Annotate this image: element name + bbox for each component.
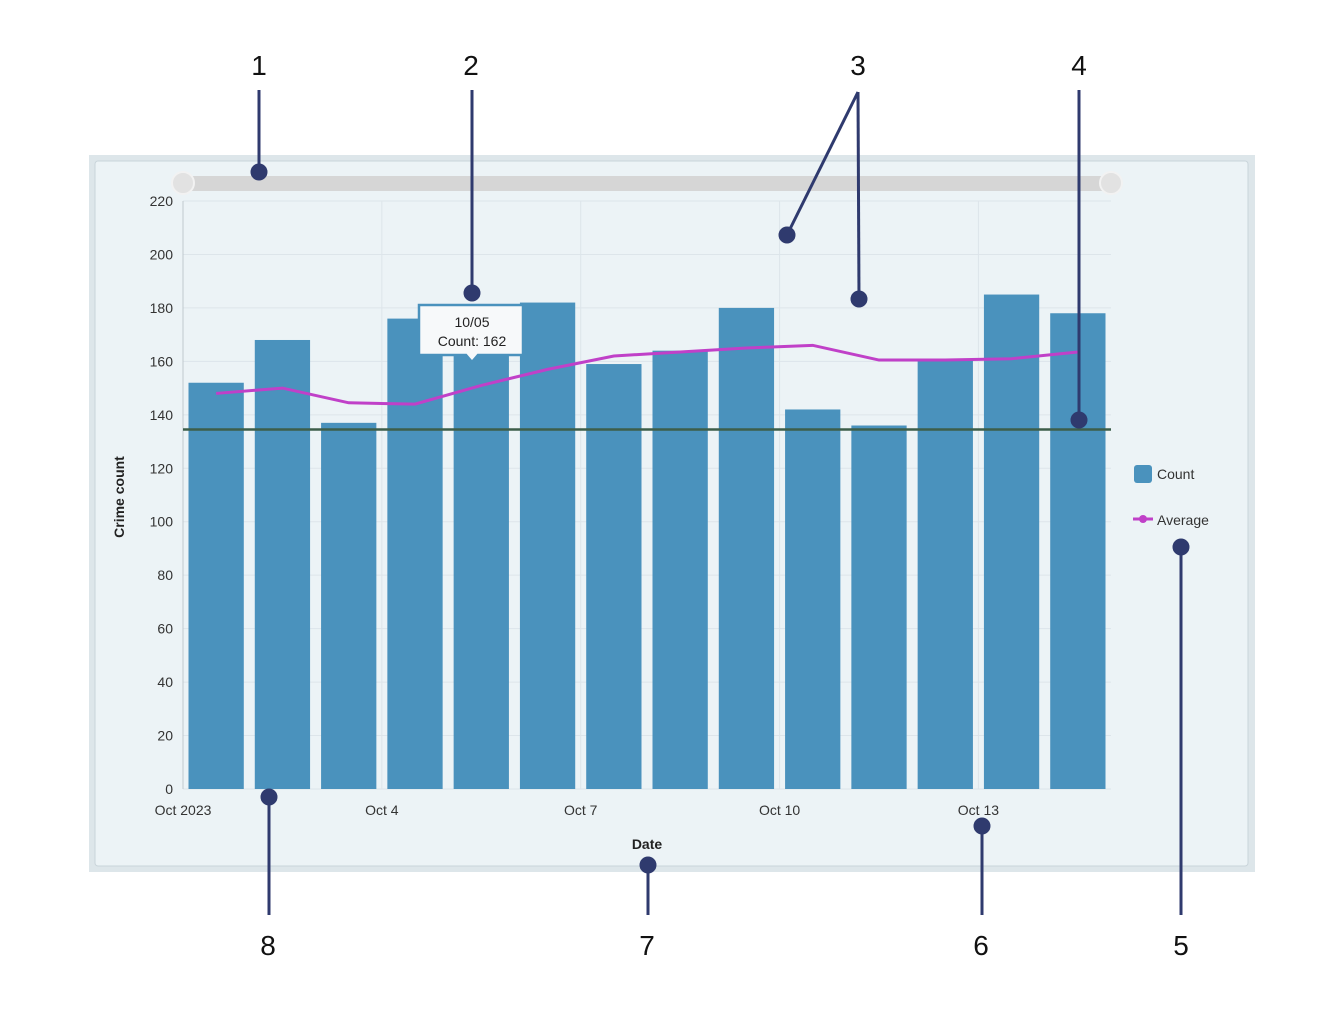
bar-10-10 <box>785 409 841 789</box>
y-tick-label: 220 <box>150 193 174 209</box>
tooltip-text: Count: 162 <box>438 333 507 349</box>
x-tick-label: Oct 2023 <box>155 802 212 818</box>
x-tick-label: Oct 13 <box>958 802 999 818</box>
x-tick-label: Oct 7 <box>564 802 598 818</box>
bar-10-04 <box>387 318 443 789</box>
y-tick-label: 40 <box>157 674 173 690</box>
annotation-label-1: 1 <box>251 50 267 81</box>
annotation-label-4: 4 <box>1071 50 1087 81</box>
annotation-label-5: 5 <box>1173 930 1189 961</box>
y-tick-label: 140 <box>150 407 174 423</box>
annotation-label-6: 6 <box>973 930 989 961</box>
bar-10-12 <box>917 358 973 789</box>
bar-10-01 <box>188 382 244 789</box>
legend-count-label[interactable]: Count <box>1157 466 1194 482</box>
slider-handle-right[interactable] <box>1099 171 1123 195</box>
y-tick-label: 100 <box>150 514 174 530</box>
x-axis-label: Date <box>632 836 663 852</box>
bar-10-08 <box>652 350 708 789</box>
slider-track[interactable] <box>183 176 1111 191</box>
y-tick-label: 20 <box>157 728 173 744</box>
annotation-label-8: 8 <box>260 930 276 961</box>
annotation-label-2: 2 <box>463 50 479 81</box>
legend: Count Average <box>1133 465 1209 528</box>
tooltip-title: 10/05 <box>454 314 489 330</box>
average-line <box>216 343 1079 406</box>
y-tick-label: 120 <box>150 460 174 476</box>
annotation-label-7: 7 <box>639 930 655 961</box>
bar-10-07 <box>586 364 642 789</box>
range-slider[interactable] <box>171 171 1123 195</box>
y-axis-ticks: 0 20 40 60 80 100 120 140 160 180 200 220 <box>150 193 174 797</box>
legend-average-label[interactable]: Average <box>1157 512 1209 528</box>
y-tick-label: 200 <box>150 246 174 262</box>
y-tick-label: 80 <box>157 567 173 583</box>
x-tick-label: Oct 10 <box>759 802 800 818</box>
tooltip: 10/05 Count: 162 <box>417 303 525 364</box>
bar-10-02 <box>254 339 311 789</box>
y-axis-label: Crime count <box>111 456 127 538</box>
y-tick-label: 180 <box>150 300 174 316</box>
bar-10-05 <box>453 356 509 789</box>
bar-10-13 <box>983 294 1040 789</box>
slider-handle-left[interactable] <box>171 171 195 195</box>
x-axis-ticks: Oct 2023 Oct 4 Oct 7 Oct 10 Oct 13 <box>155 802 1000 818</box>
bar-10-03 <box>321 422 377 789</box>
bar-10-09 <box>718 307 775 789</box>
legend-count-swatch <box>1134 465 1152 483</box>
bar-10-06 <box>519 302 576 789</box>
y-tick-label: 160 <box>150 353 174 369</box>
bars <box>188 294 1106 789</box>
bar-10-11 <box>851 425 907 789</box>
annotation-label-3: 3 <box>850 50 866 81</box>
y-tick-label: 0 <box>165 781 173 797</box>
x-tick-label: Oct 4 <box>365 802 399 818</box>
annotations <box>250 90 1190 915</box>
y-tick-label: 60 <box>157 621 173 637</box>
